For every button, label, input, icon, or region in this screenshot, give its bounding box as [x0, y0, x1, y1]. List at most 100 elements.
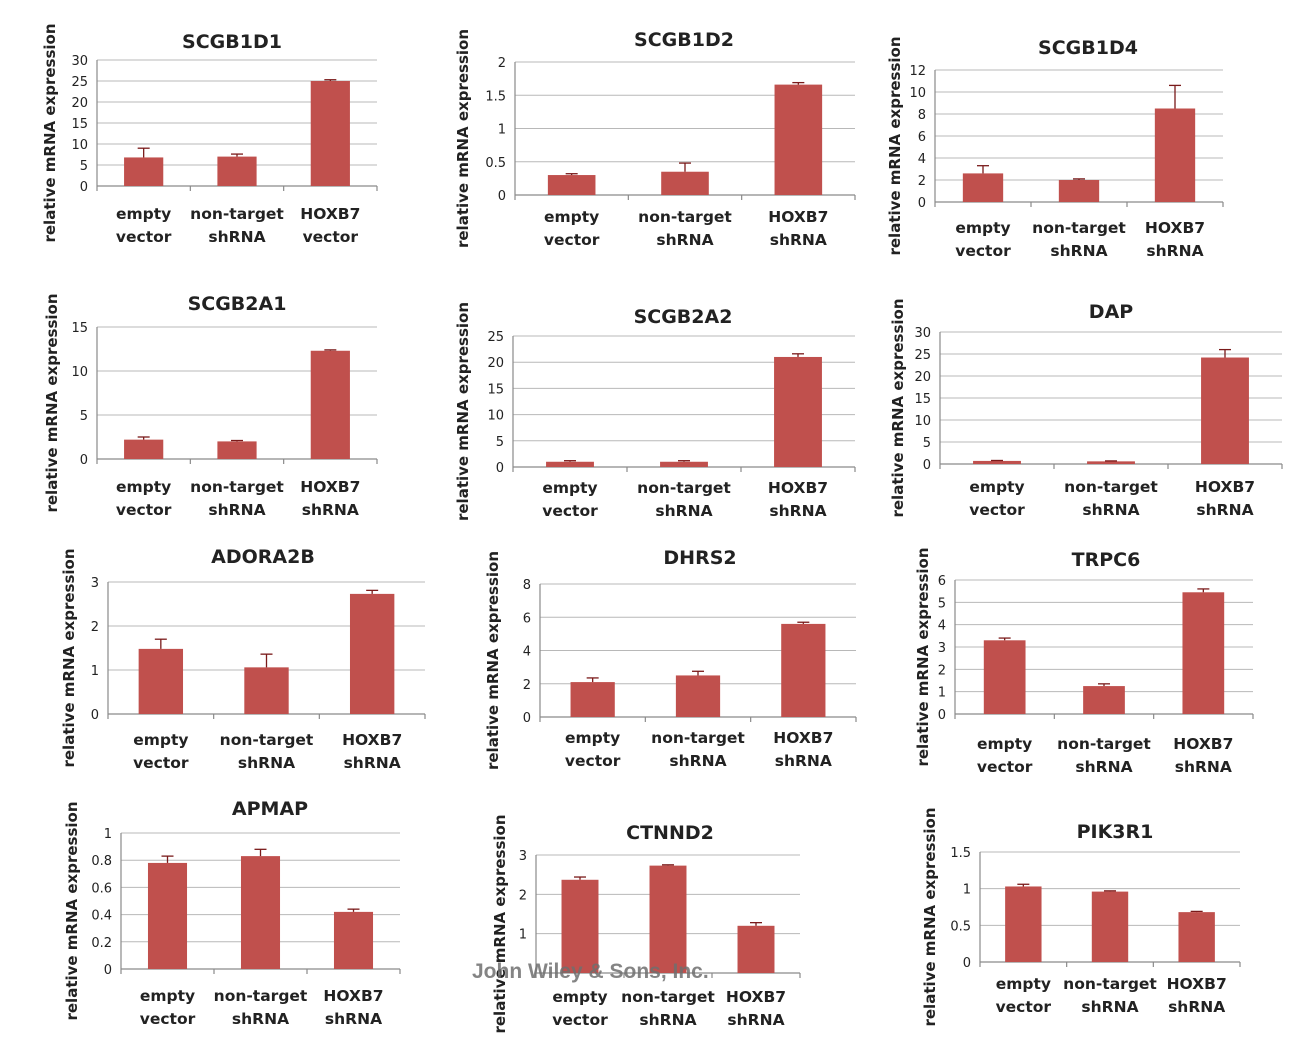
bar [675, 675, 721, 717]
category-label: vector [116, 228, 172, 246]
category-label: HOXB7 [1167, 975, 1227, 993]
bar [1087, 461, 1135, 464]
category-label: empty [116, 205, 171, 223]
y-tick-label: 10 [909, 86, 926, 101]
category-label: empty [955, 219, 1010, 237]
y-tick-label: 0 [923, 458, 931, 473]
y-tick-label: 12 [909, 64, 926, 79]
y-axis-label: relative mRNA expression [454, 29, 472, 248]
bar [737, 925, 775, 973]
category-label: non-target [190, 205, 284, 223]
y-tick-label: 25 [914, 348, 931, 363]
category-label: shRNA [655, 502, 712, 520]
bar [310, 81, 350, 186]
category-label: HOXB7 [768, 479, 828, 497]
bar [147, 862, 188, 969]
category-label: HOXB7 [323, 987, 383, 1005]
category-label: vector [140, 1010, 196, 1028]
y-tick-label: 5 [80, 409, 88, 424]
y-tick-label: 1 [498, 123, 506, 138]
category-label: shRNA [325, 1010, 382, 1028]
y-axis-label: relative mRNA expression [63, 801, 81, 1020]
bar [774, 356, 822, 467]
bar [240, 856, 281, 969]
y-tick-label: 15 [914, 392, 931, 407]
bar [983, 640, 1026, 714]
y-axis-label: relative mRNA expression [889, 298, 907, 517]
y-axis-label: relative mRNA expression [914, 547, 932, 766]
y-tick-label: 2 [918, 174, 926, 189]
category-label: vector [996, 998, 1052, 1016]
y-tick-label: 10 [71, 365, 88, 380]
y-tick-label: 0 [523, 711, 531, 726]
bar [661, 171, 709, 195]
bar [973, 460, 1021, 464]
bar [244, 667, 289, 714]
category-label: non-target [1063, 975, 1157, 993]
y-tick-label: 25 [71, 75, 88, 90]
y-tick-label: 4 [918, 152, 926, 167]
y-tick-label: 20 [71, 96, 88, 111]
chart-pik3r1: 0 0.5 1 1.5 empty vector non-target shRNA HOXB7 s… [921, 807, 1241, 1027]
y-axis-label: relative mRNA expression [41, 23, 59, 242]
chart-scgb1d4: 0 2 4 6 8 10 12 empty vector non-target shRNA HOXB7… [886, 36, 1224, 260]
bar [217, 441, 257, 459]
bar [547, 175, 596, 195]
y-tick-label: 1 [91, 664, 99, 679]
category-label: shRNA [1196, 501, 1253, 519]
category-label: shRNA [302, 501, 359, 519]
bar [546, 461, 594, 467]
category-label: non-target [651, 729, 745, 747]
bar [1091, 891, 1129, 962]
category-label: vector [977, 758, 1033, 776]
y-tick-label: 20 [914, 370, 931, 385]
category-label: empty [133, 731, 188, 749]
bar [1005, 886, 1042, 962]
bar [570, 682, 615, 717]
y-tick-label: 2 [519, 888, 527, 903]
y-tick-label: 0.4 [91, 909, 112, 924]
category-label: shRNA [656, 231, 713, 249]
category-label: HOXB7 [726, 988, 786, 1006]
y-tick-label: 15 [487, 382, 504, 397]
y-tick-label: 5 [80, 159, 88, 174]
y-tick-label: 0.2 [91, 936, 112, 951]
category-label: shRNA [1082, 501, 1139, 519]
chart-title: SCGB1D1 [182, 31, 282, 53]
y-tick-label: 4 [938, 619, 946, 634]
y-tick-label: 10 [71, 138, 88, 153]
y-tick-label: 0.8 [91, 854, 112, 869]
category-label: HOXB7 [342, 731, 402, 749]
chart-title: SCGB2A2 [634, 306, 733, 328]
bar [124, 439, 164, 459]
y-tick-label: 1.5 [950, 846, 971, 861]
chart-dhrs2: 0 2 4 6 8 empty vector non-target shRNA HOXB7 shRN… [484, 547, 857, 770]
category-label: shRNA [775, 752, 832, 770]
category-label: empty [565, 729, 620, 747]
y-axis-label: relative mRNA expression [454, 302, 472, 521]
y-tick-label: 3 [91, 576, 99, 591]
y-tick-label: 0 [498, 189, 506, 204]
y-tick-label: 0.5 [950, 919, 971, 934]
category-label: non-target [621, 988, 715, 1006]
y-tick-label: 0.5 [485, 156, 506, 171]
category-label: shRNA [1081, 998, 1138, 1016]
chart-dap: 0 5 10 15 20 25 30 empty vector non-target shRNA HO… [889, 298, 1283, 519]
chart-title: DAP [1089, 301, 1133, 323]
chart-title: SCGB2A1 [188, 293, 287, 315]
category-label: vector [955, 242, 1011, 260]
y-tick-label: 8 [523, 578, 531, 593]
category-label: shRNA [344, 754, 401, 772]
y-tick-label: 30 [914, 326, 931, 341]
category-label: empty [544, 208, 599, 226]
category-label: empty [977, 735, 1032, 753]
y-tick-label: 6 [938, 574, 946, 589]
category-label: vector [552, 1011, 608, 1029]
chart-title: APMAP [232, 798, 308, 820]
bar [333, 911, 374, 969]
category-label: shRNA [238, 754, 295, 772]
bar [781, 623, 826, 717]
category-label: HOXB7 [768, 208, 828, 226]
chart-adora2b: 0 1 2 3 empty vector non-target shRNA HOXB7 shRNA… [60, 546, 426, 772]
